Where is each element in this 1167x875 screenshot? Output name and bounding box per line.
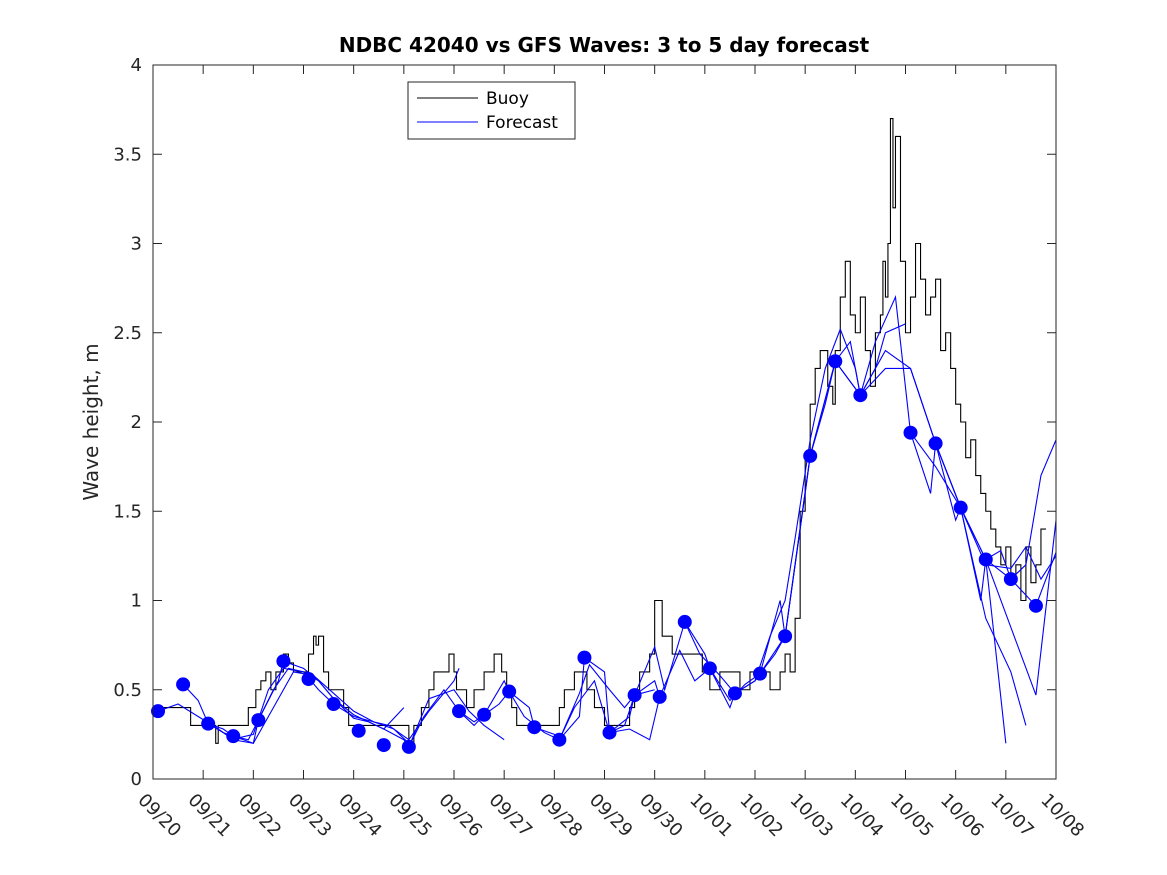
forecast-marker: [702, 661, 717, 676]
forecast-marker: [351, 723, 366, 738]
forecast-line: [935, 439, 1056, 581]
y-tick-label: 3.5: [113, 144, 142, 165]
forecast-marker: [326, 697, 341, 712]
forecast-marker: [953, 500, 968, 515]
forecast-marker: [727, 686, 742, 701]
forecast-marker: [276, 654, 291, 669]
legend-label-forecast: Forecast: [486, 113, 558, 133]
forecast-line: [233, 660, 505, 749]
forecast-marker: [903, 425, 918, 440]
y-tick-label: 2: [131, 412, 142, 433]
chart-title: NDBC 42040 vs GFS Waves: 3 to 5 day fore…: [339, 33, 870, 57]
forecast-marker: [978, 552, 993, 567]
forecast-marker: [803, 448, 818, 463]
y-tick-label: 0: [131, 769, 142, 790]
forecast-marker: [226, 729, 241, 744]
forecast-marker: [928, 436, 943, 451]
forecast-marker: [577, 650, 592, 665]
forecast-marker: [552, 732, 567, 747]
legend-label-buoy: Buoy: [486, 89, 529, 109]
forecast-marker: [176, 677, 191, 692]
forecast-marker: [452, 704, 467, 719]
forecast-marker: [753, 666, 768, 681]
forecast-line: [558, 455, 811, 740]
forecast-marker: [151, 704, 166, 719]
y-tick-label: 2.5: [113, 323, 142, 344]
legend-box: [407, 81, 576, 140]
forecast-marker: [251, 713, 266, 728]
y-tick-label: 1: [131, 591, 142, 612]
forecast-marker: [627, 688, 642, 703]
forecast-marker: [502, 684, 517, 699]
forecast-marker: [477, 707, 492, 722]
forecast-line: [157, 671, 410, 744]
series-layer: [153, 118, 1056, 749]
y-tick-label: 3: [131, 234, 142, 255]
y-tick-label: 1.5: [113, 501, 142, 522]
y-axis-label: Wave height, m: [79, 343, 103, 500]
y-tick-label: 0.5: [113, 680, 142, 701]
forecast-line: [759, 349, 1027, 726]
forecast-marker: [778, 629, 793, 644]
forecast-marker: [301, 672, 316, 687]
y-tick-label: 4: [131, 55, 142, 76]
forecast-line: [985, 552, 1056, 607]
plot-area: [151, 118, 1056, 754]
forecast-line: [684, 294, 1007, 744]
forecast-marker: [652, 689, 667, 704]
legend: Buoy Forecast: [407, 81, 576, 140]
forecast-marker: [853, 388, 868, 403]
forecast-marker: [677, 614, 692, 629]
forecast-marker: [201, 716, 216, 731]
forecast-marker: [1003, 572, 1018, 587]
forecast-marker: [1028, 598, 1043, 613]
forecast-line: [910, 432, 1056, 581]
forecast-marker: [401, 739, 416, 754]
forecast-marker: [376, 738, 391, 753]
forecast-marker: [602, 725, 617, 740]
forecast-marker: [527, 720, 542, 735]
forecast-marker: [828, 354, 843, 369]
